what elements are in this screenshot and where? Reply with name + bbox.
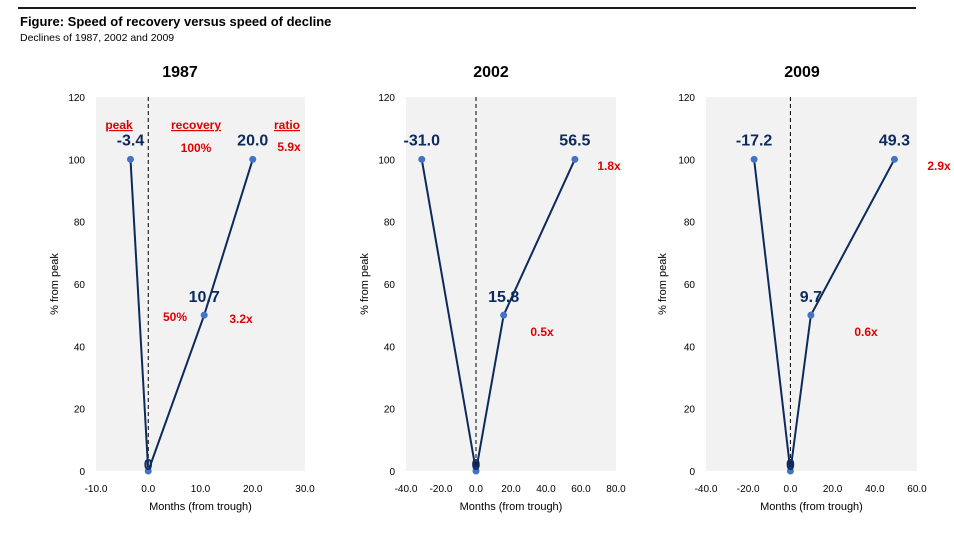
y-tick-label: 40 (74, 342, 86, 353)
data-point (571, 155, 579, 163)
y-tick-label: 120 (378, 93, 395, 104)
y-tick-label: 40 (684, 342, 696, 353)
y-tick-label: 60 (684, 280, 696, 291)
x-tick-label: 0.0 (141, 484, 155, 495)
figure-title: Figure: Speed of recovery versus speed o… (20, 14, 332, 29)
series-line (753, 158, 896, 472)
y-tick-label: 100 (678, 155, 695, 166)
x-tick-label: 10.0 (191, 484, 211, 495)
chart-title: 1987 (162, 64, 198, 81)
data-point (500, 311, 508, 319)
x-tick-label: 40.0 (865, 484, 885, 495)
column-header-recovery: recovery (171, 118, 221, 132)
data-point (144, 467, 152, 475)
data-point (472, 467, 480, 475)
data-point (418, 155, 426, 163)
y-tick-label: 100 (378, 155, 395, 166)
y-tick-label: 40 (384, 342, 396, 353)
data-point (786, 467, 794, 475)
y-tick-label: 0 (689, 467, 695, 478)
data-point (807, 311, 815, 319)
figure-subtitle: Declines of 1987, 2002 and 2009 (20, 32, 175, 44)
annotation: 0.5x (530, 325, 554, 339)
x-tick-label: 40.0 (536, 484, 556, 495)
annotation: 1.8x (597, 159, 621, 173)
x-tick-label: -10.0 (85, 484, 108, 495)
y-axis-label: % from peak (657, 253, 669, 315)
y-tick-label: 0 (79, 467, 85, 478)
y-tick-label: 60 (74, 280, 86, 291)
x-axis-label: Months (from trough) (460, 501, 563, 513)
x-tick-label: -40.0 (395, 484, 418, 495)
annotation: 5.9x (277, 140, 301, 154)
data-label: 49.3 (879, 132, 910, 149)
data-point (890, 155, 898, 163)
top-rule (18, 7, 916, 9)
y-tick-label: 20 (684, 405, 696, 416)
y-axis-label: % from peak (359, 253, 371, 315)
y-tick-label: 80 (384, 218, 396, 229)
x-axis-label: Months (from trough) (760, 501, 863, 513)
x-tick-label: 80.0 (606, 484, 626, 495)
y-tick-label: 120 (678, 93, 695, 104)
column-header-peak: peak (105, 118, 133, 132)
data-label: 15.8 (488, 289, 519, 306)
annotation: 50% (163, 310, 187, 324)
data-label: 0 (472, 457, 481, 474)
data-point (126, 155, 134, 163)
annotation: 2.9x (927, 159, 951, 173)
y-tick-label: 20 (74, 405, 86, 416)
data-point (200, 311, 208, 319)
data-label: 56.5 (559, 132, 590, 149)
data-label: 0 (144, 457, 153, 474)
y-tick-label: 0 (389, 467, 395, 478)
x-tick-label: -20.0 (430, 484, 453, 495)
series-line (420, 158, 576, 472)
x-tick-label: 20.0 (823, 484, 843, 495)
x-axis-label: Months (from trough) (149, 501, 252, 513)
data-label: 9.7 (800, 289, 822, 306)
data-point (249, 155, 257, 163)
plot-area (406, 97, 616, 471)
x-tick-label: -40.0 (695, 484, 718, 495)
data-label: -17.2 (736, 132, 773, 149)
y-axis-label: % from peak (49, 253, 61, 315)
x-tick-label: 20.0 (243, 484, 263, 495)
annotation: 3.2x (229, 312, 253, 326)
series-line (129, 159, 254, 472)
x-tick-label: 0.0 (783, 484, 797, 495)
x-tick-label: -20.0 (737, 484, 760, 495)
data-label: -31.0 (404, 132, 441, 149)
y-tick-label: 120 (68, 93, 85, 104)
data-label: 20.0 (237, 132, 268, 149)
data-label: 0 (786, 457, 795, 474)
data-label: 10.7 (189, 289, 220, 306)
annotation: 0.6x (854, 325, 878, 339)
data-point (750, 155, 758, 163)
y-tick-label: 80 (684, 218, 696, 229)
plot-area (706, 97, 917, 471)
x-tick-label: 60.0 (907, 484, 927, 495)
annotation: 100% (181, 141, 212, 155)
y-tick-label: 80 (74, 218, 86, 229)
x-tick-label: 30.0 (295, 484, 315, 495)
y-tick-label: 100 (68, 155, 85, 166)
y-tick-label: 20 (384, 405, 396, 416)
data-label: -3.4 (117, 132, 145, 149)
y-tick-label: 60 (384, 280, 396, 291)
x-tick-label: 60.0 (571, 484, 591, 495)
chart-title: 2009 (784, 64, 820, 81)
column-header-ratio: ratio (274, 118, 300, 132)
x-tick-label: 0.0 (469, 484, 483, 495)
x-tick-label: 20.0 (501, 484, 521, 495)
chart-title: 2002 (473, 64, 509, 81)
